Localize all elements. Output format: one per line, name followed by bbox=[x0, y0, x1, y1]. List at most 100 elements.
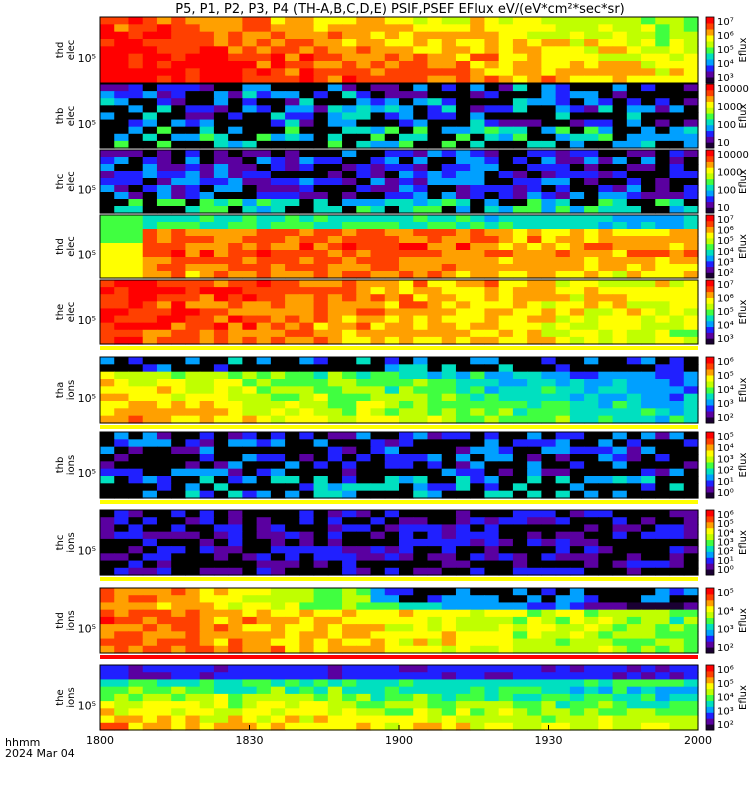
spectrogram-cell bbox=[455, 39, 471, 47]
spectrogram-cell bbox=[569, 386, 585, 395]
spectrogram-cell bbox=[427, 401, 443, 409]
spectrogram-cell bbox=[313, 91, 329, 99]
spectrogram-cell bbox=[470, 257, 486, 265]
spectrogram-cell bbox=[142, 243, 158, 251]
spectrogram-cell bbox=[242, 264, 258, 272]
spectrogram-cell bbox=[484, 17, 500, 25]
colorbar-segment bbox=[706, 291, 714, 298]
spectrogram-cell bbox=[555, 140, 571, 149]
spectrogram-cell bbox=[285, 672, 300, 681]
spectrogram-cell bbox=[185, 112, 201, 121]
spectrogram-cell bbox=[270, 708, 286, 717]
spectrogram-cell bbox=[569, 546, 585, 554]
spectrogram-cell bbox=[683, 46, 699, 55]
spectrogram-cell bbox=[399, 686, 414, 695]
spectrogram-cell bbox=[242, 602, 258, 611]
spectrogram-cell bbox=[626, 679, 642, 688]
spectrogram-cell bbox=[356, 371, 372, 380]
spectrogram-cell bbox=[356, 468, 372, 477]
spectrogram-cell bbox=[612, 91, 628, 99]
spectrogram-cell bbox=[484, 150, 500, 158]
spectrogram-cell bbox=[213, 446, 229, 455]
spectrogram-cell bbox=[171, 271, 187, 279]
spectrogram-cell bbox=[470, 364, 486, 373]
spectrogram-cell bbox=[612, 602, 628, 611]
spectrogram-cell bbox=[242, 432, 258, 440]
spectrogram-cell bbox=[598, 401, 614, 409]
spectrogram-cell bbox=[256, 510, 272, 518]
spectrogram-cell bbox=[441, 287, 457, 295]
colorbar-segment bbox=[706, 285, 714, 293]
spectrogram-cell bbox=[156, 701, 172, 709]
spectrogram-cell bbox=[100, 560, 115, 569]
spectrogram-cell bbox=[228, 229, 243, 237]
spectrogram-cell bbox=[114, 140, 130, 149]
spectrogram-cell bbox=[370, 287, 386, 295]
spectrogram-cell bbox=[199, 215, 215, 223]
spectrogram-cell bbox=[327, 126, 343, 135]
spectrogram-cell bbox=[199, 171, 215, 179]
spectrogram-cell bbox=[171, 415, 187, 424]
panel-ylabel-line: thb bbox=[55, 457, 66, 474]
spectrogram-cell bbox=[370, 105, 386, 114]
spectrogram-cell bbox=[470, 595, 486, 604]
spectrogram-cell bbox=[470, 171, 486, 179]
spectrogram-cell bbox=[171, 665, 187, 673]
spectrogram-cell bbox=[612, 560, 628, 569]
spectrogram-cell bbox=[313, 264, 329, 272]
spectrogram-cell bbox=[427, 287, 443, 295]
spectrogram-cell bbox=[242, 616, 258, 625]
spectrogram-cell bbox=[527, 510, 542, 518]
spectrogram-cell bbox=[384, 215, 400, 223]
spectrogram-cell bbox=[655, 17, 671, 25]
spectrogram-cell bbox=[612, 715, 628, 724]
spectrogram-cell bbox=[228, 178, 243, 186]
spectrogram-cell bbox=[413, 379, 429, 387]
spectrogram-cell bbox=[399, 150, 414, 158]
spectrogram-cell bbox=[427, 150, 443, 158]
spectrogram-cell bbox=[327, 243, 343, 251]
spectrogram-cell bbox=[299, 624, 315, 632]
spectrogram-cell bbox=[356, 126, 372, 135]
spectrogram-cell bbox=[584, 468, 599, 477]
spectrogram-cell bbox=[626, 53, 642, 62]
colorbar-segment bbox=[706, 320, 714, 328]
spectrogram-cell bbox=[484, 631, 500, 640]
spectrogram-cell bbox=[327, 68, 343, 77]
spectrogram-cell bbox=[228, 560, 243, 569]
spectrogram-cell bbox=[655, 140, 671, 149]
spectrogram-cell bbox=[598, 408, 614, 417]
spectrogram-cell bbox=[370, 112, 386, 121]
colorbar-tick-label: 1000 bbox=[717, 102, 742, 113]
spectrogram-cell bbox=[555, 126, 571, 135]
spectrogram-cell bbox=[498, 243, 514, 251]
spectrogram-cell bbox=[199, 379, 215, 387]
spectrogram-cell bbox=[399, 61, 414, 69]
spectrogram-cell bbox=[498, 157, 514, 165]
spectrogram-cell bbox=[655, 722, 671, 731]
spectrogram-cell bbox=[441, 357, 457, 365]
spectrogram-cell bbox=[612, 294, 628, 302]
spectrogram-cell bbox=[584, 157, 599, 165]
spectrogram-cell bbox=[256, 185, 272, 193]
spectrogram-cell bbox=[370, 588, 386, 596]
spectrogram-cell bbox=[683, 68, 699, 77]
spectrogram-cell bbox=[199, 140, 215, 149]
spectrogram-cell bbox=[399, 140, 414, 149]
spectrogram-cell bbox=[555, 616, 571, 625]
spectrogram-cell bbox=[356, 531, 372, 540]
spectrogram-cell bbox=[199, 315, 215, 324]
spectrogram-cell bbox=[242, 199, 258, 207]
colorbar-label: Eflux bbox=[738, 169, 749, 194]
spectrogram-cell bbox=[470, 490, 486, 499]
spectrogram-cell bbox=[356, 490, 372, 499]
spectrogram-cell bbox=[413, 140, 429, 149]
spectrogram-cell bbox=[142, 68, 158, 77]
spectrogram-cell bbox=[683, 686, 699, 695]
spectrogram-cell bbox=[199, 133, 215, 142]
spectrogram-cell bbox=[299, 701, 315, 709]
spectrogram-cell bbox=[413, 308, 429, 317]
spectrogram-cell bbox=[427, 140, 443, 149]
colorbar-segment bbox=[706, 363, 714, 370]
spectrogram-cell bbox=[285, 84, 300, 92]
